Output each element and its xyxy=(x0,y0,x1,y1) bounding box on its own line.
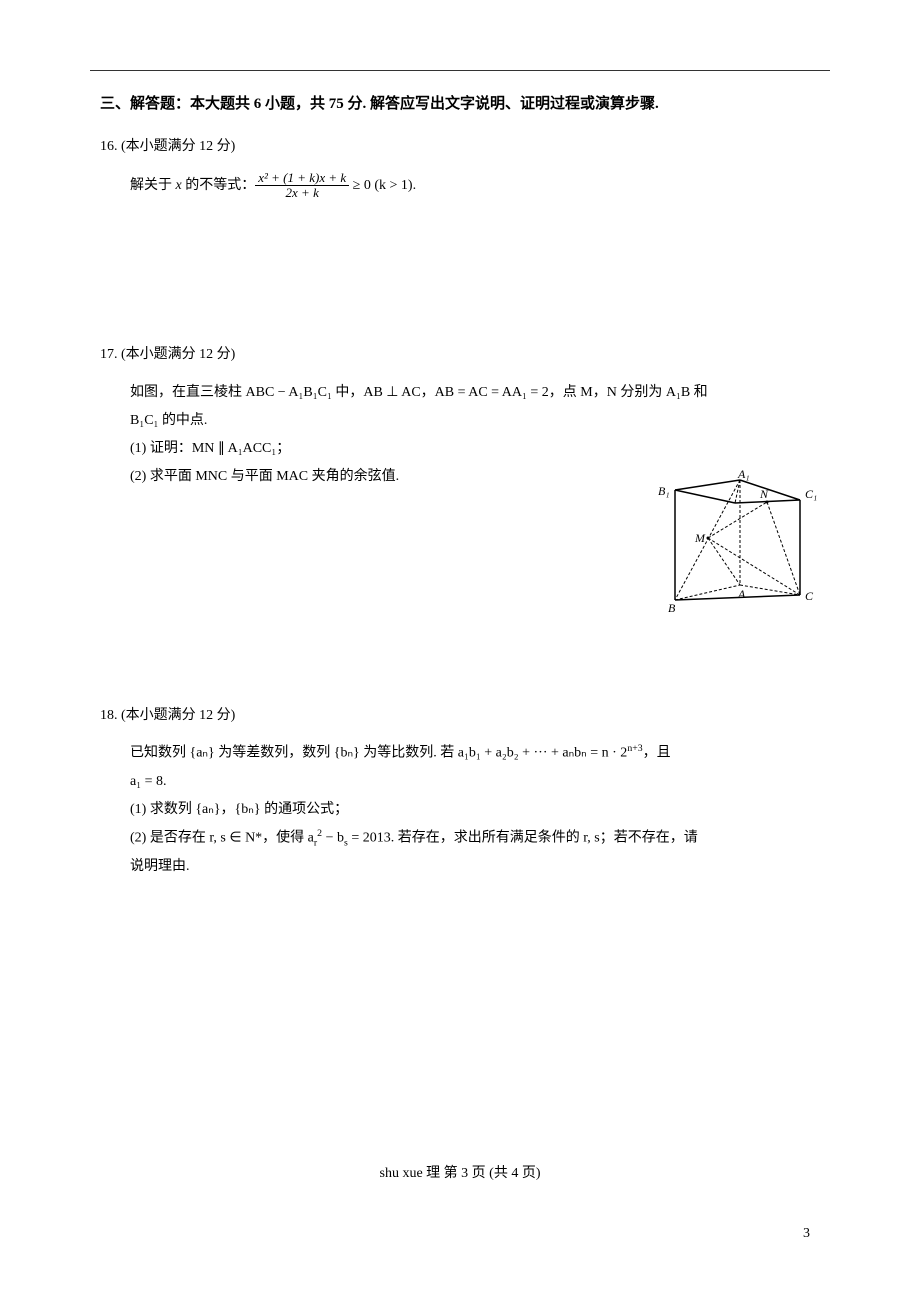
p18-exp: n+3 xyxy=(627,743,642,754)
p18-p2c: = 2013. 若存在，求出所有满足条件的 r, s；若不存在，请 xyxy=(348,831,698,846)
p16-num: x² + (1 + k)x + k xyxy=(255,171,349,186)
problem-18-body: 已知数列 {aₙ} 为等差数列，数列 {bₙ} 为等比数列. 若 a₁b₁ + … xyxy=(100,739,820,881)
label-A: A xyxy=(737,587,746,601)
p16-mid: 的不等式： xyxy=(182,178,256,193)
geometry-figure: A₁ B₁ C₁ A B C M N xyxy=(620,470,820,635)
label-C: C xyxy=(805,589,814,603)
p18-part2: (2) 是否存在 r, s ∈ N*，使得 ar2 − bs = 2013. 若… xyxy=(130,824,820,853)
p17-part1: (1) 证明：MN ∥ A₁ACC₁； xyxy=(130,435,820,463)
section-header: 三、解答题：本大题共 6 小题，共 75 分. 解答应写出文字说明、证明过程或演… xyxy=(100,91,820,118)
p16-suffix: ≥ 0 (k > 1). xyxy=(349,178,416,193)
problem-16-body: 解关于 x 的不等式：x² + (1 + k)x + k2x + k ≥ 0 (… xyxy=(100,171,820,201)
header-rule xyxy=(90,70,830,71)
problem-17: 17. (本小题满分 12 分) 如图，在直三棱柱 ABC − A₁B₁C₁ 中… xyxy=(100,342,820,491)
label-B1: B₁ xyxy=(658,484,670,498)
problem-18-header: 18. (本小题满分 12 分) xyxy=(100,703,820,730)
p18-part2d: 说明理由. xyxy=(130,853,820,881)
problem-16: 16. (本小题满分 12 分) 解关于 x 的不等式：x² + (1 + k)… xyxy=(100,134,820,200)
footer: shu xue 理 第 3 页 (共 4 页) xyxy=(0,1162,920,1182)
page-content: 三、解答题：本大题共 6 小题，共 75 分. 解答应写出文字说明、证明过程或演… xyxy=(0,0,920,1302)
p17-line1: 如图，在直三棱柱 ABC − A₁B₁C₁ 中，AB ⊥ AC，AB = AC … xyxy=(130,379,820,407)
prism-svg: A₁ B₁ C₁ A B C M N xyxy=(620,470,820,630)
page-number: 3 xyxy=(803,1226,810,1242)
gap-1 xyxy=(100,212,820,342)
p16-prefix: 解关于 xyxy=(130,178,176,193)
p18-p2a: (2) 是否存在 r, s ∈ N*，使得 a xyxy=(130,831,314,846)
p16-fraction: x² + (1 + k)x + k2x + k xyxy=(255,171,349,201)
p17-line2: B₁C₁ 的中点. xyxy=(130,407,820,435)
label-B: B xyxy=(668,601,676,615)
p18-p2b: − b xyxy=(322,831,344,846)
p18-part1: (1) 求数列 {aₙ}，{bₙ} 的通项公式； xyxy=(130,796,820,824)
label-M: M xyxy=(694,531,706,545)
p18-line1: 已知数列 {aₙ} 为等差数列，数列 {bₙ} 为等比数列. 若 a₁b₁ + … xyxy=(130,739,820,768)
label-N: N xyxy=(759,487,769,501)
problem-16-header: 16. (本小题满分 12 分) xyxy=(100,134,820,161)
label-C1: C₁ xyxy=(805,487,817,501)
problem-17-header: 17. (本小题满分 12 分) xyxy=(100,342,820,369)
p18-line2: a₁ = 8. xyxy=(130,768,820,796)
p18-sub1: r xyxy=(314,837,317,848)
p16-den: 2x + k xyxy=(255,186,349,200)
p18-line1a: 已知数列 {aₙ} 为等差数列，数列 {bₙ} 为等比数列. 若 a₁b₁ + … xyxy=(130,746,627,761)
problem-18: 18. (本小题满分 12 分) 已知数列 {aₙ} 为等差数列，数列 {bₙ}… xyxy=(100,703,820,881)
label-A1: A₁ xyxy=(737,470,750,481)
p18-line1b: ，且 xyxy=(643,746,671,761)
